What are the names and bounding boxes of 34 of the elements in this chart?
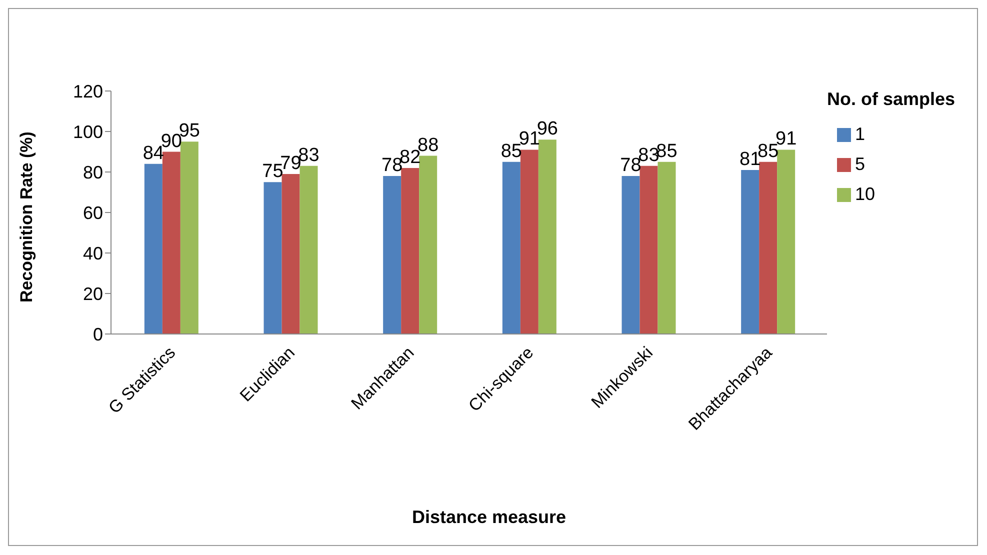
bar	[419, 156, 438, 334]
y-tick-label: 20	[82, 284, 103, 304]
bar	[383, 176, 402, 334]
legend-label: 10	[855, 184, 876, 204]
legend-label: 1	[855, 124, 866, 144]
bar	[180, 142, 198, 334]
bar	[538, 140, 556, 334]
bar	[520, 150, 538, 334]
bar	[622, 176, 640, 334]
legend-label: 5	[855, 154, 866, 174]
bar	[401, 168, 420, 334]
y-tick-label: 60	[82, 202, 103, 223]
y-axis-title: Recognition Rate (%)	[17, 132, 36, 302]
bar	[502, 162, 520, 334]
x-axis-title: Distance measure	[410, 507, 568, 528]
bar	[300, 166, 318, 334]
bar	[282, 174, 300, 334]
data-label: 75	[262, 161, 284, 182]
data-label: 91	[776, 128, 797, 150]
bar	[640, 166, 658, 334]
y-tick-label: 120	[72, 81, 103, 102]
y-tick-label: 80	[82, 162, 103, 182]
y-tick-label: 100	[72, 122, 103, 142]
bar	[162, 152, 180, 334]
bar	[264, 182, 282, 334]
legend-title: No. of samples	[827, 89, 956, 110]
bar	[759, 162, 778, 334]
bar	[741, 170, 760, 334]
y-tick-label: 40	[82, 243, 103, 264]
y-tick-label: 0	[92, 324, 103, 344]
bar	[144, 164, 162, 334]
data-label: 96	[536, 118, 558, 140]
bar	[777, 150, 796, 334]
bar	[658, 162, 676, 334]
